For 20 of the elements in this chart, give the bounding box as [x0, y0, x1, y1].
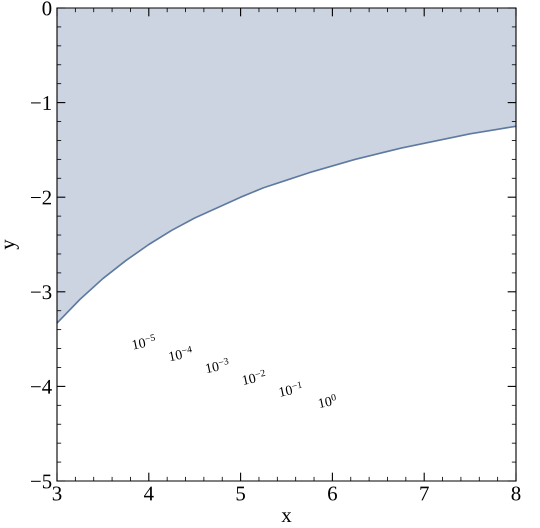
annotation: 10$^{0}$	[318, 394, 338, 408]
x-tick-label: 6	[328, 486, 337, 501]
x-axis-title: x	[281, 512, 292, 522]
x-tick-label: 5	[236, 486, 245, 501]
x-tick-label: 4	[144, 486, 154, 500]
annotation: 10$^{−5}$	[132, 334, 156, 350]
y-axis-title: y	[4, 239, 19, 250]
annotation: 10$^{−2}$	[242, 369, 266, 385]
y-tick-label: −1	[31, 96, 51, 110]
x-tick-label: 3	[52, 486, 62, 501]
x-tick-label: 8	[512, 486, 520, 501]
y-tick-label: −5	[31, 474, 52, 488]
annotation: 10$^{−4}$	[168, 346, 194, 362]
annotation: 10$^{−3}$	[205, 358, 230, 374]
y-tick-label: 0	[42, 1, 52, 16]
y-tick-label: −4	[31, 380, 52, 394]
y-tick-label: −3	[31, 285, 52, 300]
x-tick-label: 7	[420, 486, 429, 500]
annotation: 10$^{−1}$	[278, 381, 303, 397]
y-tick-label: −2	[31, 190, 51, 204]
